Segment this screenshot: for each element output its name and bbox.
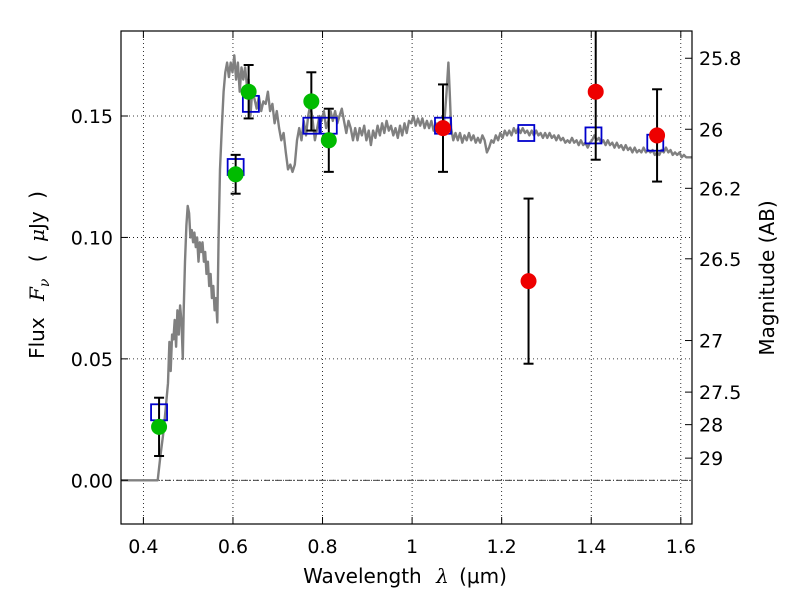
y2-tick-label: 26 bbox=[699, 119, 723, 141]
x-axis-title-text: Wavelength bbox=[303, 564, 422, 588]
axis-ticks bbox=[121, 31, 692, 524]
x-axis-title-symbol: λ bbox=[435, 564, 449, 588]
y-axis-title-paren-open: ( bbox=[25, 254, 49, 262]
observed-point-green bbox=[227, 166, 244, 183]
y2-axis-title: Magnitude (AB) bbox=[755, 200, 779, 355]
x-tick-label: 1.4 bbox=[576, 536, 606, 558]
observed-point-red bbox=[434, 120, 451, 137]
y-axis-title-text: Flux bbox=[25, 317, 49, 359]
observed-point-green bbox=[240, 83, 257, 100]
plot-frame bbox=[120, 30, 693, 525]
y-tick-label: 0.00 bbox=[71, 470, 113, 492]
observed-point-green bbox=[151, 418, 168, 435]
grid-lines bbox=[121, 31, 692, 524]
y2-tick-labels: 25.8 26 26.2 26.5 27 27.5 28 29 bbox=[699, 48, 741, 470]
y-axis-title-symbol: F bbox=[25, 286, 49, 302]
y-axis-title-paren-close: ) bbox=[25, 191, 49, 199]
x-tick-label: 0.8 bbox=[307, 536, 337, 558]
y2-tick-label: 27.5 bbox=[699, 382, 741, 404]
x-tick-label: 1.2 bbox=[487, 536, 517, 558]
observed-point-red bbox=[649, 127, 666, 144]
model-spectrum-line bbox=[121, 54, 692, 482]
y-axis-title-mu: μ bbox=[25, 229, 49, 242]
observed-photometry bbox=[151, 31, 666, 457]
observed-point-green bbox=[320, 132, 337, 149]
y-axis-title-subscript: ν bbox=[37, 278, 53, 287]
y-tick-label: 0.15 bbox=[71, 106, 113, 128]
y2-tick-label: 25.8 bbox=[699, 48, 741, 70]
model-spectrum bbox=[121, 54, 692, 482]
model-box-marker bbox=[584, 126, 603, 145]
x-tick-label: 1 bbox=[406, 536, 418, 558]
y-tick-labels: 0.00 0.05 0.10 0.15 bbox=[71, 106, 113, 492]
x-tick-label: 0.6 bbox=[218, 536, 248, 558]
x-axis-title: Wavelength λ (μm) bbox=[303, 564, 507, 588]
y-axis-title: Flux Fν ( μJy ) bbox=[25, 191, 54, 359]
y-axis-title-unit: Jy bbox=[25, 211, 49, 231]
y-tick-label: 0.05 bbox=[71, 349, 113, 371]
observed-point-red bbox=[520, 273, 537, 290]
x-tick-labels: 0.4 0.6 0.8 1 1.2 1.4 1.6 bbox=[128, 536, 696, 558]
observed-point-green bbox=[303, 93, 320, 110]
x-axis-title-unit: (μm) bbox=[459, 564, 507, 588]
y2-tick-label: 29 bbox=[699, 448, 723, 470]
y-tick-label: 0.10 bbox=[71, 227, 113, 249]
y2-tick-label: 28 bbox=[699, 415, 723, 437]
observed-point-red bbox=[587, 83, 604, 100]
x-tick-label: 0.4 bbox=[128, 536, 158, 558]
y2-tick-label: 27 bbox=[699, 331, 723, 353]
y2-tick-label: 26.2 bbox=[699, 178, 741, 200]
y2-tick-label: 26.5 bbox=[699, 249, 741, 271]
model-box-marker bbox=[517, 124, 536, 142]
x-tick-label: 1.6 bbox=[666, 536, 696, 558]
